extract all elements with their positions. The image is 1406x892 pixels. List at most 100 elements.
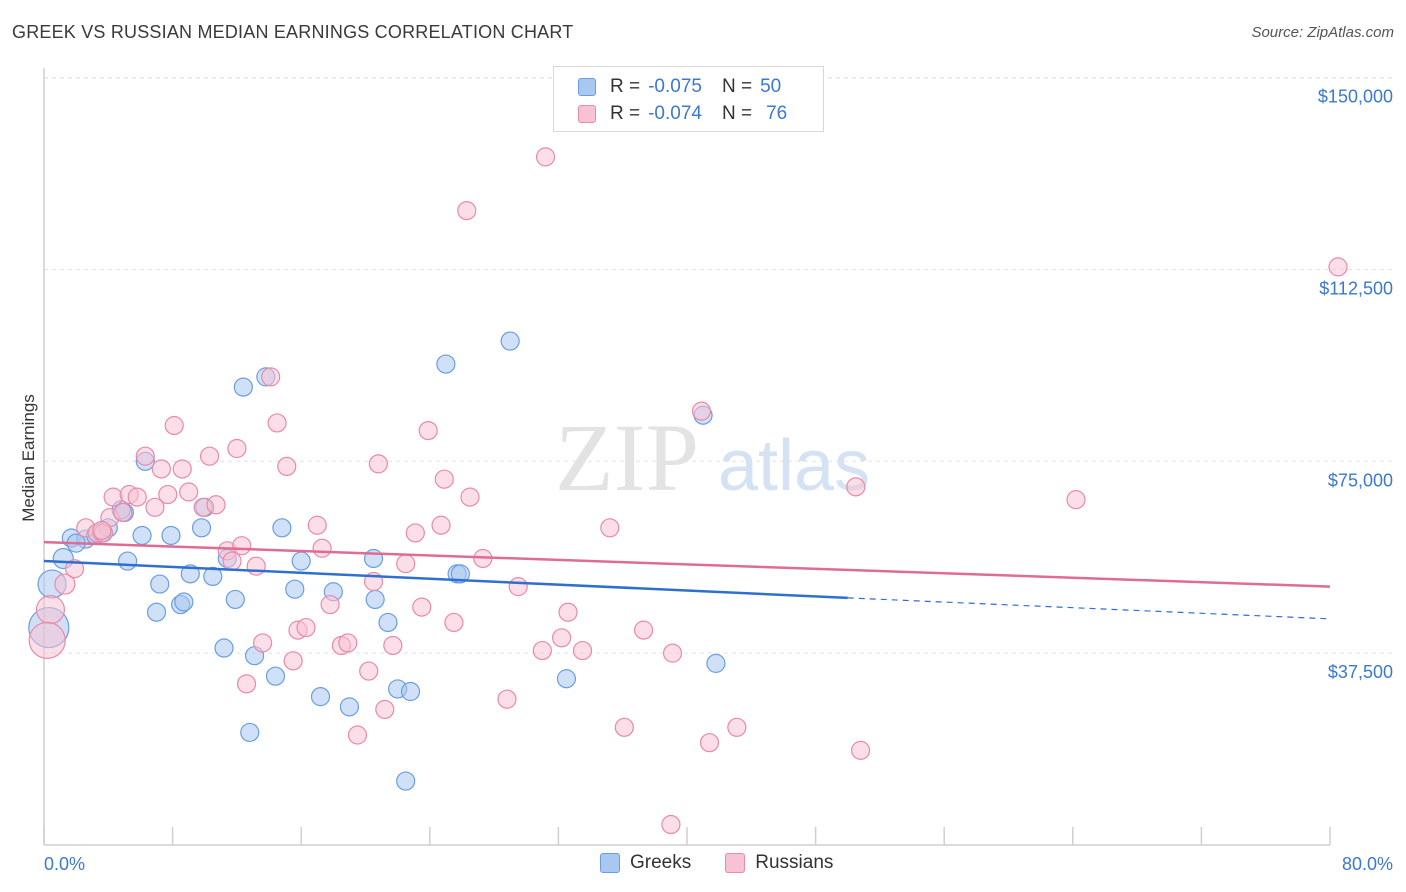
trend-line-greeks: [43, 559, 848, 600]
point-russians-71: [846, 477, 866, 497]
point-russians-26: [236, 674, 257, 694]
point-greeks-17: [180, 564, 200, 584]
series-legend: Greeks Russians: [600, 852, 867, 874]
point-greeks-20: [203, 566, 223, 587]
point-greeks-18: [191, 518, 212, 538]
point-russians-45: [383, 635, 403, 656]
point-greeks-14: [161, 525, 181, 546]
point-greeks-24: [233, 377, 253, 397]
legend-label-russians: Russians: [755, 852, 834, 873]
trend-lines: [43, 540, 1331, 620]
point-russians-35: [307, 515, 327, 535]
point-russians-73: [1066, 490, 1086, 510]
point-russians-53: [460, 487, 480, 507]
point-russians-70: [727, 717, 747, 737]
point-russians-61: [558, 602, 578, 622]
point-russians-75: [92, 520, 112, 540]
y-tick-label-2: $112,500: [1319, 278, 1393, 298]
point-russians-20: [199, 446, 220, 466]
watermark-zip: ZIP: [555, 404, 699, 511]
point-russians-41: [359, 661, 379, 681]
legend-n-value-russians: 76: [766, 103, 788, 124]
axes: $37,500 $75,000 $112,500 $150,000 0.0% 80.0%: [43, 68, 1393, 874]
point-russians-46: [396, 554, 416, 574]
legend-item-greeks[interactable]: Greeks: [600, 852, 691, 874]
point-russians-37: [320, 594, 340, 615]
point-greeks-45: [706, 653, 726, 673]
legend-swatch-greeks: [578, 78, 596, 96]
legend-color-greeks: [600, 853, 620, 873]
point-russians-65: [633, 620, 654, 640]
stats-legend: R = -0.075 N = 50 R = -0.074 N = 76: [553, 66, 824, 132]
point-russians-47: [405, 523, 425, 543]
legend-label-greeks: Greeks: [630, 852, 692, 873]
point-russians-1: [28, 621, 66, 659]
point-russians-40: [347, 725, 368, 745]
point-russians-59: [535, 147, 556, 167]
legend-item-russians[interactable]: Russians: [725, 852, 833, 874]
point-russians-48: [412, 597, 432, 617]
point-greeks-43: [556, 669, 577, 689]
point-russians-67: [661, 814, 681, 835]
point-russians-11: [127, 487, 147, 507]
point-russians-17: [172, 459, 192, 479]
point-russians-60: [552, 628, 572, 648]
x-tick-label-0: 0.0%: [44, 854, 85, 874]
point-russians-36: [312, 538, 332, 558]
watermark-atlas: atlas: [718, 426, 870, 506]
point-russians-2: [54, 573, 76, 595]
point-russians-74: [1328, 257, 1348, 277]
point-greeks-33: [339, 697, 360, 717]
point-russians-63: [600, 518, 620, 538]
legend-swatch-russians: [578, 105, 596, 123]
point-russians-72: [851, 740, 871, 760]
point-russians-54: [457, 201, 477, 221]
y-tick-label-1: $75,000: [1328, 470, 1393, 490]
point-russians-12: [135, 446, 155, 466]
point-greeks-29: [285, 579, 305, 599]
point-russians-50: [431, 515, 451, 535]
point-greeks-28: [272, 518, 292, 538]
point-greeks-12: [150, 574, 170, 594]
point-greeks-10: [132, 525, 152, 546]
x-tick-label-1: 80.0%: [1342, 854, 1393, 874]
point-russians-57: [508, 577, 528, 597]
point-russians-24: [227, 438, 247, 459]
point-russians-14: [151, 459, 171, 479]
legend-r-label-greeks: R =: [610, 76, 641, 97]
trend-line-russians: [43, 540, 1331, 588]
point-russians-32: [283, 651, 303, 671]
point-russians-34: [296, 617, 316, 638]
point-russians-15: [158, 484, 178, 505]
point-greeks-35: [365, 589, 385, 610]
legend-color-russians: [725, 853, 746, 873]
point-russians-27: [246, 556, 266, 576]
point-russians-31: [277, 456, 297, 477]
point-greeks-30: [291, 551, 311, 571]
point-russians-68: [691, 401, 712, 421]
point-greeks-9: [117, 551, 138, 571]
point-greeks-42: [500, 331, 520, 351]
point-greeks-46: [240, 722, 260, 743]
point-greeks-36: [378, 612, 398, 633]
legend-n-value-greeks: 50: [760, 76, 782, 97]
point-russians-18: [179, 482, 199, 502]
point-russians-21: [206, 495, 226, 515]
point-russians-39: [338, 633, 358, 653]
point-russians-51: [434, 469, 454, 489]
point-greeks-41: [450, 564, 470, 584]
point-russians-9: [113, 502, 133, 523]
legend-r-label-russians: R =: [610, 103, 641, 124]
y-tick-label-0: $37,500: [1328, 662, 1393, 682]
point-russians-69: [699, 733, 720, 753]
point-russians-3: [64, 559, 85, 579]
trend-extension-greeks: [847, 597, 1331, 620]
data-points: [28, 147, 1348, 835]
point-russians-29: [261, 367, 281, 387]
point-greeks-16: [174, 592, 194, 612]
point-russians-30: [267, 413, 287, 433]
legend-n-label-greeks: N =: [721, 76, 753, 97]
point-greeks-31: [310, 687, 331, 707]
point-russians-23: [222, 551, 242, 571]
